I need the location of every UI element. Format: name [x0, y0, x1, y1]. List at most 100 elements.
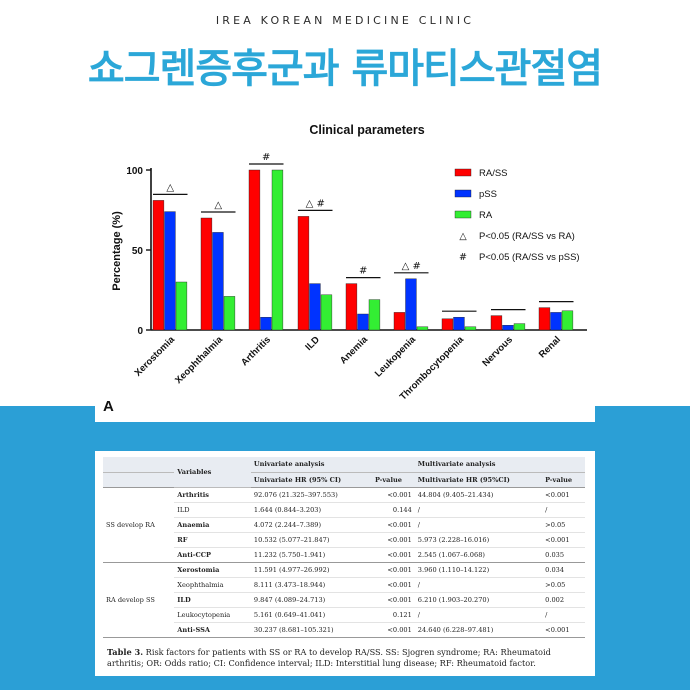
risk-factor-table-card: Variables Univariate analysis Multivaria…	[95, 451, 595, 676]
significance-marker: #	[359, 266, 367, 277]
univariate-p-cell: <0.001	[372, 622, 415, 638]
bar-pss	[453, 316, 465, 331]
x-tick-label: Xeophthalmia	[173, 334, 225, 386]
bar-ra-ss	[152, 200, 165, 331]
variable-cell: Arthritis	[174, 487, 251, 503]
legend-note-text: P<0.05 (RA/SS vs RA)	[479, 231, 575, 242]
x-tick-label: Leukopenia	[373, 334, 419, 380]
chart-card: Clinical parameters Percentage (%) A 0 50…	[95, 112, 595, 422]
chart-legend: RA/SS pSS RA △ P<0.05 (RA/SS vs RA) # P<0.05 (…	[454, 168, 580, 263]
caption-label: Table 3.	[107, 647, 144, 657]
table-row: RA develop SS Xerostomia 11.591 (4.977–26.…	[103, 562, 585, 638]
bar-ra	[320, 294, 333, 331]
header-uni-hr: Univariate HR (95% CI)	[250, 472, 373, 488]
table-row: Leukocytopenia 5.161 (0.649–41.041) 0.121/…	[103, 607, 585, 623]
header-multi-p: P-value	[542, 472, 585, 488]
univariate-hr-cell: 92.076 (21.325–397.553)	[250, 487, 373, 503]
x-tick-label: Nervous	[480, 334, 515, 369]
bar-ra	[271, 169, 284, 331]
x-tick-label: Renal	[537, 334, 563, 360]
clinical-parameters-chart: Clinical parameters Percentage (%) A 0 50…	[103, 123, 587, 415]
bar-pss	[164, 211, 176, 331]
significance-marker: △ #	[306, 198, 325, 209]
multivariate-p-cell: 0.034	[542, 562, 585, 578]
bar-pss	[260, 316, 272, 331]
legend-label: RA/SS	[479, 168, 508, 179]
group-label: SS develop RA	[103, 487, 175, 563]
legend-swatch	[454, 189, 472, 198]
variable-cell: Anti-SSA	[174, 622, 251, 638]
univariate-hr-cell: 4.072 (2.244–7.389)	[250, 517, 373, 533]
group-label: RA develop SS	[103, 562, 175, 638]
bar-pss	[309, 283, 321, 331]
multivariate-p-cell: 0.035	[542, 547, 585, 563]
multivariate-p-cell: >0.05	[542, 517, 585, 533]
bar-ra-ss	[345, 283, 358, 331]
table-row: Anaemia 4.072 (2.244–7.389) <0.001/>0.05	[103, 517, 585, 533]
multivariate-hr-cell: 3.960 (1.110–14.122)	[414, 562, 543, 578]
bar-ra	[513, 323, 526, 331]
multivariate-p-cell: <0.001	[542, 622, 585, 638]
bar-ra-ss	[538, 307, 551, 331]
bar-ra-ss	[393, 312, 406, 331]
bar-pss	[550, 312, 562, 331]
multivariate-p-cell: <0.001	[542, 487, 585, 503]
variable-cell: RF	[174, 532, 251, 548]
table-row: RF 10.532 (5.077–21.847) <0.001 5.973 (2.22…	[103, 532, 585, 548]
bar-pss	[405, 278, 417, 331]
caption-text: Risk factors for patients with SS or RA …	[107, 647, 551, 668]
multivariate-p-cell: /	[542, 607, 585, 623]
bar-ra-ss	[200, 217, 213, 331]
significance-marker: #	[262, 152, 270, 163]
univariate-hr-cell: 11.232 (5.750–1.941)	[250, 547, 373, 563]
plot-area: 0 50 100 △ Xerostomia △ Xeophthalmia # Arthritis…	[126, 152, 587, 403]
table-row: Anti-CCP 11.232 (5.750–1.941) <0.001 2.545 …	[103, 547, 585, 563]
bar-ra	[416, 326, 429, 331]
univariate-hr-cell: 5.161 (0.649–41.041)	[250, 607, 373, 623]
table-row: SS develop RA Arthritis 92.076 (21.325–397…	[103, 487, 585, 563]
legend-swatch	[454, 210, 472, 219]
risk-factor-table: Variables Univariate analysis Multivaria…	[103, 457, 585, 638]
x-tick-label: Xerostomia	[133, 334, 178, 379]
x-tick-label: Anemia	[338, 334, 371, 367]
page-headline: 쇼그렌증후군과 류마티스관절염	[87, 46, 603, 92]
header-multivariate: Multivariate analysis	[414, 457, 585, 473]
bar-ra-ss	[248, 169, 261, 331]
univariate-hr-cell: 10.532 (5.077–21.847)	[250, 532, 373, 548]
variable-cell: ILD	[174, 502, 251, 518]
clinic-name: IREA KOREAN MEDICINE CLINIC	[215, 14, 475, 27]
univariate-hr-cell: 1.644 (0.844–3.203)	[250, 502, 373, 518]
table-row: ILD 1.644 (0.844–3.203) 0.144//	[103, 502, 585, 518]
variable-cell: Anaemia	[174, 517, 251, 533]
multivariate-hr-cell: 6.210 (1.903–20.270)	[414, 592, 543, 608]
significance-marker: △ #	[402, 261, 421, 272]
bar-ra	[368, 299, 381, 331]
univariate-p-cell: <0.001	[372, 487, 415, 503]
univariate-hr-cell: 11.591 (4.977–26.992)	[250, 562, 373, 578]
multivariate-p-cell: <0.001	[542, 532, 585, 548]
multivariate-hr-cell: /	[414, 502, 543, 518]
multivariate-p-cell: /	[542, 502, 585, 518]
multivariate-hr-cell: /	[414, 577, 543, 593]
table-row: Anti-SSA 30.237 (8.681–105.321) <0.001 24.6…	[103, 622, 585, 638]
univariate-p-cell: <0.001	[372, 547, 415, 563]
table-row: Xeophthalmia 8.111 (3.473–18.944) <0.001/>…	[103, 577, 585, 593]
bar-ra	[561, 310, 574, 331]
univariate-p-cell: <0.001	[372, 592, 415, 608]
legend-swatch	[454, 168, 472, 177]
significance-marker: △	[166, 182, 174, 193]
bar-pss	[357, 313, 369, 331]
header-univariate: Univariate analysis	[250, 457, 415, 473]
header-variables: Variables	[174, 457, 251, 488]
bar-pss	[502, 324, 514, 331]
bar-ra-ss	[490, 315, 503, 331]
panel-label: A	[103, 398, 114, 415]
variable-cell: Xeophthalmia	[174, 577, 251, 593]
multivariate-hr-cell: /	[414, 517, 543, 533]
chart-title: Clinical parameters	[309, 123, 424, 137]
table-body: SS develop RA Arthritis 92.076 (21.325–397…	[103, 487, 585, 638]
bar-ra	[175, 281, 188, 331]
multivariate-hr-cell: 44.804 (9.405–21.434)	[414, 487, 543, 503]
univariate-p-cell: 0.121	[372, 607, 415, 623]
bar-ra-ss	[441, 318, 454, 331]
